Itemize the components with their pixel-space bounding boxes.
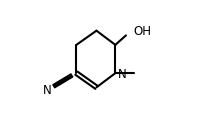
Text: N: N xyxy=(43,84,52,97)
Text: N: N xyxy=(118,68,127,81)
Text: OH: OH xyxy=(134,25,152,38)
